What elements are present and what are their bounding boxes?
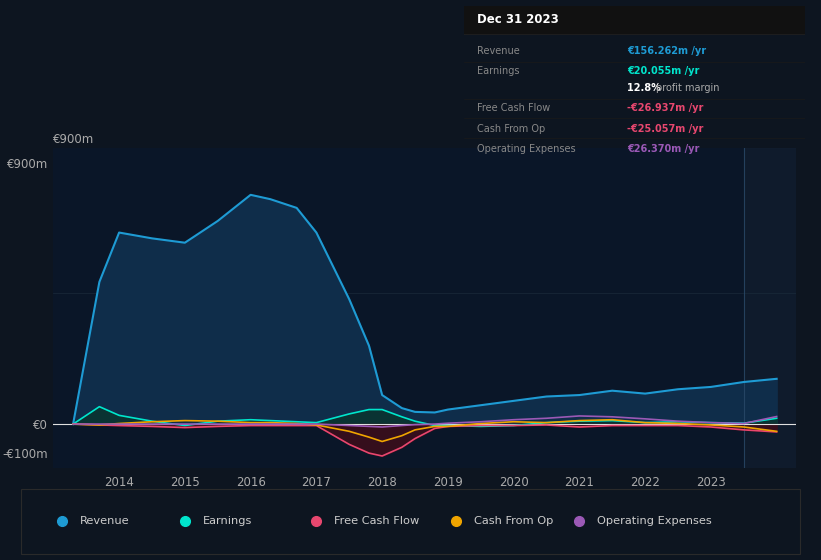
Text: -€26.937m /yr: -€26.937m /yr (627, 104, 704, 113)
Text: 12.8%: 12.8% (627, 83, 665, 93)
Bar (744, 148, 796, 468)
Text: Dec 31 2023: Dec 31 2023 (478, 13, 559, 26)
Text: Operating Expenses: Operating Expenses (597, 516, 712, 526)
Text: Cash From Op: Cash From Op (474, 516, 553, 526)
Text: €156.262m /yr: €156.262m /yr (627, 46, 707, 56)
Text: Earnings: Earnings (203, 516, 252, 526)
Text: Free Cash Flow: Free Cash Flow (334, 516, 420, 526)
Text: Earnings: Earnings (478, 66, 520, 76)
Text: €900m: €900m (53, 133, 94, 146)
Text: Cash From Op: Cash From Op (478, 124, 546, 134)
Text: €26.370m /yr: €26.370m /yr (627, 144, 699, 154)
Text: profit margin: profit margin (656, 83, 720, 93)
Text: -€25.057m /yr: -€25.057m /yr (627, 124, 704, 134)
Text: Operating Expenses: Operating Expenses (478, 144, 576, 154)
Text: Revenue: Revenue (80, 516, 129, 526)
FancyBboxPatch shape (464, 6, 805, 34)
Text: Free Cash Flow: Free Cash Flow (478, 104, 551, 113)
Text: €20.055m /yr: €20.055m /yr (627, 66, 699, 76)
Text: Revenue: Revenue (478, 46, 521, 56)
